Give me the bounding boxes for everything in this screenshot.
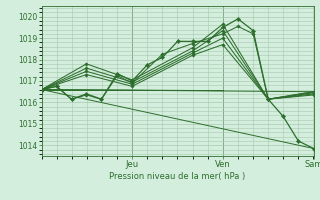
X-axis label: Pression niveau de la mer( hPa ): Pression niveau de la mer( hPa ) (109, 172, 246, 181)
